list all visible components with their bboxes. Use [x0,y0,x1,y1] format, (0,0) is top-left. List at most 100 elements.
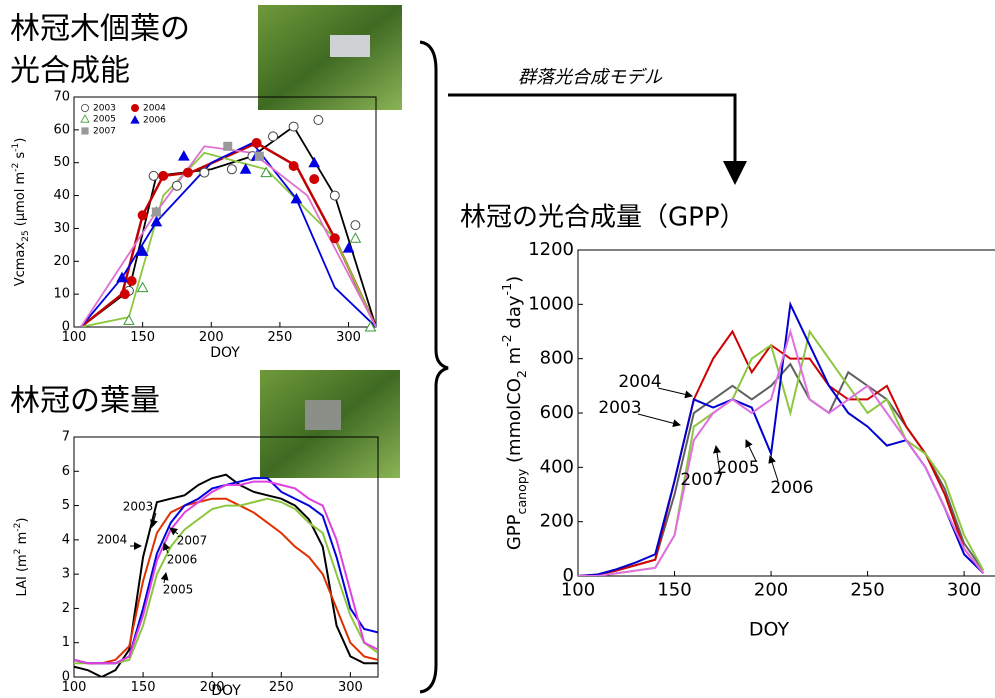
y-tick-label: 1000 [528,293,574,314]
annotation-arrow [164,573,166,583]
photo [258,5,402,110]
y-tick-label: 3 [62,567,70,582]
y-tick-label: 0 [563,565,574,586]
y-axis-label: LAI (m2 m-2) [13,518,30,597]
legend-marker [81,115,89,122]
annotation: 2006 [770,478,813,498]
y-axis-label-part: s [13,152,28,163]
marker [159,171,168,180]
annotation: 2004 [97,533,128,547]
y-axis-label-part: 25 [21,230,31,242]
marker [310,175,319,184]
x-tick-label: 300 [338,680,363,695]
marker [183,168,192,177]
chart-title: 光合成能 [10,54,130,89]
y-tick-label: 1 [62,635,70,650]
figure: 群落光合成モデル 林冠木個葉の光合成能100150200250300010203… [0,0,995,698]
y-tick-label: 1200 [528,239,574,260]
y-axis-label: Vcmax25 (μmol m-2 s-1) [11,138,31,287]
photo-instrument [305,400,341,430]
legend-marker [81,104,88,111]
y-tick-label: 60 [53,122,70,137]
x-tick-label: 200 [199,330,224,345]
plot-frame [74,97,376,327]
legend-marker [82,128,88,134]
marker [309,158,319,167]
x-tick-label: 250 [267,330,292,345]
y-tick-label: 200 [540,511,574,532]
y-tick-label: 6 [62,464,70,479]
y-axis-label-part: LAI (m [15,554,30,596]
y-axis-label-part: m [15,532,30,549]
marker [350,233,360,242]
series-line [578,364,983,576]
y-tick-label: 400 [540,456,574,477]
y-tick-label: 5 [62,498,70,513]
annotation: 2003 [123,500,154,514]
model-label: 群落光合成モデル [518,67,663,88]
y-axis-label-part: 2 [514,370,529,378]
x-axis-label: DOY [211,683,241,698]
y-axis-label-part: -1 [499,283,514,296]
y-tick-label: 50 [53,155,70,170]
marker [289,162,298,171]
y-axis-label-part: ) [504,276,525,283]
marker [124,315,134,324]
series-line [578,332,983,577]
x-axis-label: DOY [749,619,790,641]
marker [289,122,298,131]
y-axis-label-part: -2 [499,334,514,347]
chart-title: 林冠の葉量 [10,384,160,419]
y-axis-label-part: -1 [11,143,21,152]
y-axis-label-part: ) [13,138,28,143]
y-tick-label: 0 [62,670,70,685]
annotation: 2003 [598,398,641,418]
y-tick-label: 0 [62,320,70,335]
annotation: 2006 [167,553,198,567]
y-axis-label-part: ) [15,518,30,523]
marker [120,290,129,299]
legend-label: 2005 [93,115,116,125]
legend-label: 2006 [143,116,166,126]
y-tick-label: 7 [62,430,70,445]
y-tick-label: 40 [53,188,70,203]
marker [314,116,323,125]
y-tick-label: 10 [53,287,70,302]
annotation-arrow [170,528,178,534]
marker [330,191,339,200]
marker [149,171,158,180]
x-tick-label: 200 [754,579,788,600]
arrow [448,95,735,182]
bracket [420,42,448,692]
annotation: 2007 [177,534,208,548]
legend-marker [131,116,139,123]
annotation: 2005 [163,583,194,597]
x-tick-label: 250 [850,579,884,600]
marker [127,277,136,286]
legend-label: 2004 [143,104,166,114]
x-axis-label: DOY [210,345,240,361]
chart-title: 林冠の光合成量（GPP） [460,203,746,233]
marker [138,211,147,220]
y-tick-label: 800 [540,348,574,369]
plot-area [74,475,378,677]
y-tick-label: 2 [62,601,70,616]
x-tick-label: 150 [131,680,156,695]
x-tick-label: 250 [269,680,294,695]
chart-title: 林冠木個葉の [10,12,190,47]
annotation: 2004 [618,372,661,392]
marker [255,152,263,160]
plot-area [578,304,983,576]
y-axis-label-part: canopy [514,468,529,514]
legend-label: 2003 [93,104,116,114]
y-axis-label-part: day [504,295,525,334]
annotation-arrow [638,414,680,425]
y-tick-label: 600 [540,402,574,423]
legend-label: 2007 [93,127,116,137]
y-axis-label-part: Vcmax [13,242,28,287]
marker [200,168,209,177]
x-tick-label: 300 [336,330,361,345]
marker [269,132,278,141]
y-tick-label: 20 [53,254,70,269]
y-axis-label-part: GPP [504,514,525,550]
